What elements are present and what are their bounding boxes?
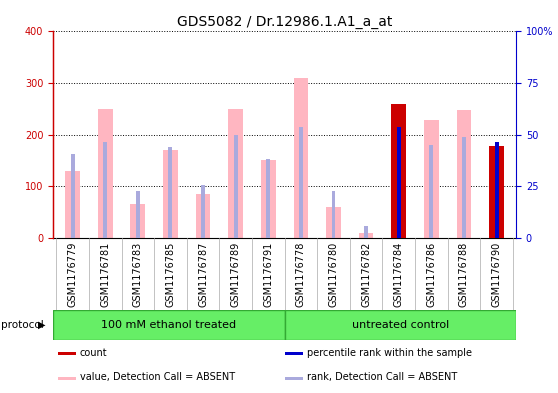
- Bar: [136, 191, 140, 238]
- Bar: [169, 147, 172, 238]
- Bar: [103, 142, 107, 238]
- Bar: [294, 78, 308, 238]
- Text: GSM1176786: GSM1176786: [426, 241, 436, 307]
- Text: value, Detection Call = ABSENT: value, Detection Call = ABSENT: [80, 372, 235, 382]
- Text: GSM1176788: GSM1176788: [459, 241, 469, 307]
- Bar: [261, 160, 276, 238]
- Text: GSM1176784: GSM1176784: [394, 241, 404, 307]
- Bar: [285, 352, 303, 355]
- Bar: [397, 129, 401, 238]
- Bar: [364, 226, 368, 238]
- Text: GSM1176779: GSM1176779: [68, 241, 78, 307]
- Bar: [359, 233, 373, 238]
- Bar: [131, 204, 145, 238]
- Text: ▶: ▶: [38, 320, 45, 330]
- Title: GDS5082 / Dr.12986.1.A1_a_at: GDS5082 / Dr.12986.1.A1_a_at: [177, 15, 392, 29]
- Bar: [326, 207, 341, 238]
- Bar: [285, 376, 303, 380]
- Text: count: count: [80, 348, 108, 358]
- Bar: [98, 109, 113, 238]
- Bar: [299, 127, 303, 238]
- Text: GSM1176780: GSM1176780: [329, 241, 339, 307]
- Bar: [163, 150, 178, 238]
- Bar: [228, 109, 243, 238]
- Bar: [391, 104, 406, 238]
- Bar: [489, 146, 504, 238]
- Bar: [462, 137, 466, 238]
- Text: untreated control: untreated control: [352, 320, 449, 330]
- Text: GSM1176781: GSM1176781: [100, 241, 110, 307]
- Text: GSM1176787: GSM1176787: [198, 241, 208, 307]
- Bar: [430, 145, 434, 238]
- Bar: [57, 376, 76, 380]
- Bar: [65, 171, 80, 238]
- Text: GSM1176789: GSM1176789: [230, 241, 240, 307]
- Text: protocol: protocol: [1, 320, 44, 330]
- Text: percentile rank within the sample: percentile rank within the sample: [307, 348, 472, 358]
- Text: GSM1176783: GSM1176783: [133, 241, 143, 307]
- Bar: [489, 146, 504, 238]
- Bar: [456, 110, 472, 238]
- Bar: [201, 185, 205, 238]
- Text: GSM1176791: GSM1176791: [263, 241, 273, 307]
- Bar: [285, 310, 516, 340]
- Bar: [53, 310, 285, 340]
- Bar: [494, 142, 498, 238]
- Bar: [397, 127, 401, 238]
- Text: GSM1176785: GSM1176785: [165, 241, 175, 307]
- Text: GSM1176778: GSM1176778: [296, 241, 306, 307]
- Bar: [494, 142, 498, 238]
- Text: GSM1176782: GSM1176782: [361, 241, 371, 307]
- Bar: [234, 134, 238, 238]
- Bar: [424, 120, 439, 238]
- Text: 100 mM ethanol treated: 100 mM ethanol treated: [101, 320, 237, 330]
- Bar: [331, 191, 335, 238]
- Bar: [196, 194, 210, 238]
- Text: GSM1176790: GSM1176790: [492, 241, 502, 307]
- Bar: [71, 154, 75, 238]
- Bar: [391, 104, 406, 238]
- Bar: [57, 352, 76, 355]
- Bar: [266, 159, 270, 238]
- Text: rank, Detection Call = ABSENT: rank, Detection Call = ABSENT: [307, 372, 457, 382]
